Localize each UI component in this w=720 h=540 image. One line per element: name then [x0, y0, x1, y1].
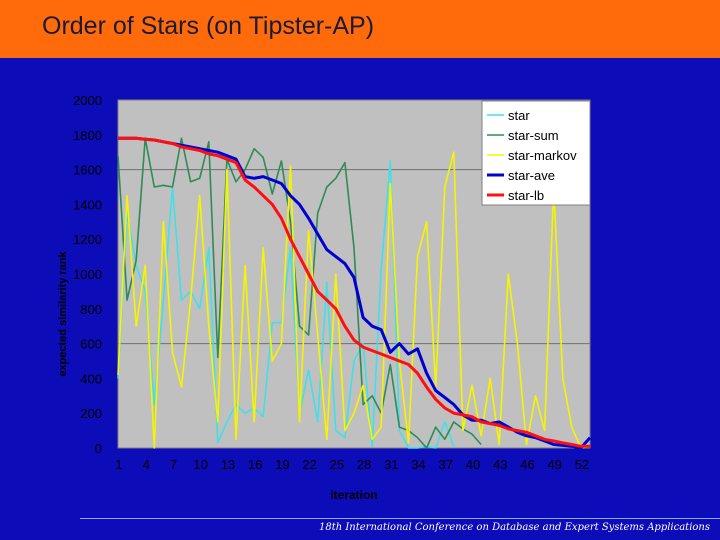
y-tick-label: 1800	[73, 128, 102, 143]
series-line-star-markov	[117, 151, 591, 449]
x-tick-label: 10	[193, 457, 207, 472]
y-tick-label: 1200	[73, 232, 102, 247]
x-tick-label: 22	[302, 457, 316, 472]
x-tick-label: 43	[493, 457, 507, 472]
x-tick-label: 34	[411, 457, 425, 472]
legend-box	[481, 100, 591, 206]
x-tick-label: 7	[170, 457, 177, 472]
x-tick-label: 1	[115, 457, 122, 472]
x-tick-label: 4	[143, 457, 150, 472]
title-bar: Order of Stars (on Tipster-AP)	[0, 0, 720, 58]
y-tick-label: 0	[95, 441, 102, 456]
y-tick-label: 1600	[73, 163, 102, 178]
y-tick-label: 600	[80, 337, 102, 352]
legend-label: star-sum	[508, 128, 559, 143]
x-tick-label: 28	[357, 457, 371, 472]
y-tick-label: 200	[80, 406, 102, 421]
legend-label: star	[508, 108, 530, 123]
y-tick-label: 1000	[73, 267, 102, 282]
chart-legend: star star-sum star-markov star-ave star-lb	[481, 100, 591, 206]
x-tick-label: 13	[221, 457, 235, 472]
x-tick-label: 49	[547, 457, 561, 472]
legend-label: star-ave	[508, 168, 555, 183]
footer-divider	[80, 518, 720, 519]
y-tick-label: 400	[80, 371, 102, 386]
slide-title: Order of Stars (on Tipster-AP)	[42, 12, 375, 40]
x-axis-label: iteration	[330, 488, 377, 502]
legend-label: star-markov	[508, 148, 577, 163]
series-line-star-sum	[117, 137, 482, 449]
x-tick-label: 46	[520, 457, 534, 472]
x-tick-label: 19	[275, 457, 289, 472]
x-tick-label: 40	[466, 457, 480, 472]
x-tick-label: 16	[248, 457, 262, 472]
y-tick-label: 800	[80, 302, 102, 317]
slide-footer: 18th International Conference on Databas…	[318, 522, 710, 533]
series-line-star	[117, 160, 455, 449]
x-tick-label: 37	[439, 457, 453, 472]
y-tick-label: 1400	[73, 197, 102, 212]
series-line-star-lb	[118, 136, 590, 448]
y-tick-label: 2000	[73, 93, 102, 108]
x-tick-label: 52	[575, 457, 589, 472]
legend-label: star-lb	[508, 188, 544, 203]
x-tick-label: 31	[384, 457, 398, 472]
line-chart: 0 200 400 600 800 1000 1200 1400 1600 1800 2000 1 4…	[57, 93, 592, 502]
y-axis-label: expected similarity rank	[57, 250, 69, 376]
x-tick-label: 25	[330, 457, 344, 472]
